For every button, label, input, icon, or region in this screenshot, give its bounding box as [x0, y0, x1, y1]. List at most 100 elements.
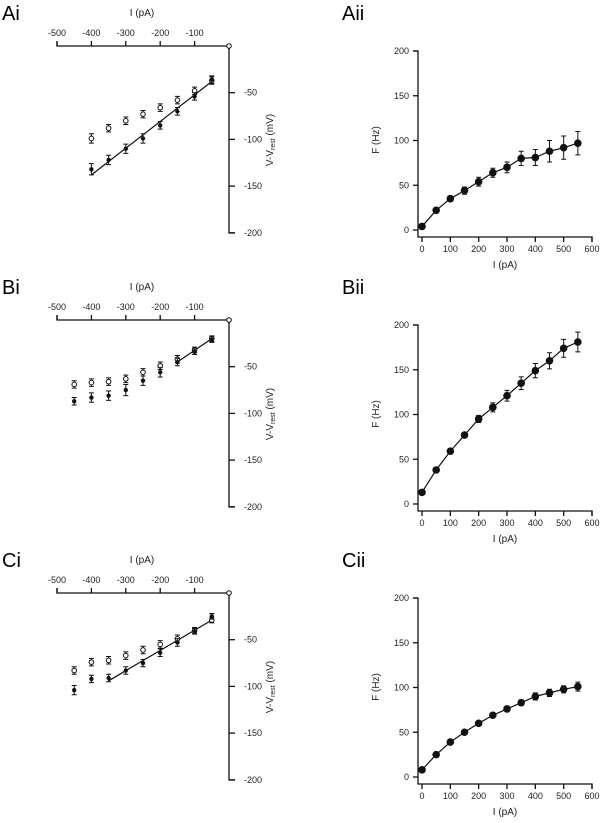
data-point-filled: [531, 153, 540, 162]
y-axis-label: F (Hz): [371, 126, 382, 154]
y-label-main: V-V: [265, 697, 276, 713]
x-tick-label: 100: [443, 791, 458, 801]
data-point-filled: [123, 146, 128, 151]
x-tick-label: -500: [48, 575, 66, 585]
y-tick-label: -200: [244, 228, 262, 238]
y-label-sub: rest: [270, 685, 277, 697]
y-tick-label: -100: [244, 681, 262, 691]
data-point-filled: [209, 77, 214, 82]
data-point-filled: [175, 640, 180, 645]
data-point-open: [123, 652, 129, 659]
x-tick-label: 500: [556, 518, 571, 528]
data-point-filled: [474, 719, 483, 728]
data-point-filled: [559, 685, 568, 694]
y-tick-label: 50: [399, 454, 409, 464]
y-tick-label: 150: [394, 365, 409, 375]
x-tick-label: 300: [499, 518, 514, 528]
data-point-filled: [192, 629, 197, 634]
data-point-filled: [175, 359, 180, 365]
x-tick-label: -500: [48, 302, 66, 312]
y-label-unit: (mV): [265, 114, 276, 138]
y-tick-label: 200: [394, 320, 409, 330]
data-point-open: [88, 379, 95, 386]
y-label-main: V-V: [265, 150, 276, 166]
y-tick-label: -150: [244, 455, 262, 465]
data-point-filled: [175, 109, 180, 114]
y-tick-label: 50: [399, 727, 409, 737]
data-point-filled: [460, 186, 469, 195]
data-point-filled: [106, 157, 111, 163]
x-tick-label: -500: [48, 28, 66, 38]
y-axis-label: V-Vrest (mV): [265, 114, 277, 166]
data-point-open: [88, 659, 95, 665]
x-tick-label: -100: [186, 28, 204, 38]
data-point-filled: [545, 147, 554, 156]
data-point-filled: [209, 337, 214, 342]
x-tick-label: -100: [186, 575, 204, 585]
data-point-filled: [503, 705, 511, 713]
y-tick-label: 0: [404, 772, 409, 782]
x-axis-label: I (pA): [130, 555, 154, 566]
y-tick-label: 150: [394, 638, 409, 648]
y-tick-label: 0: [404, 499, 409, 509]
x-tick-label: 400: [528, 518, 543, 528]
data-point-filled: [72, 687, 77, 693]
y-tick-label: 0: [404, 225, 409, 235]
x-tick-label: -200: [151, 302, 169, 312]
data-point-filled: [489, 403, 497, 412]
data-point-filled: [106, 675, 111, 681]
data-point-open: [105, 657, 112, 664]
x-axis-label: I (pA): [130, 8, 154, 19]
x-axis-label: I (pA): [493, 260, 517, 271]
data-point-filled: [517, 698, 525, 707]
data-point-filled: [418, 766, 426, 774]
data-point-open: [174, 97, 181, 103]
y-tick-label: -200: [244, 775, 262, 785]
y-tick-label: 100: [394, 136, 409, 146]
x-tick-label: -300: [117, 302, 135, 312]
data-point-open: [140, 369, 146, 376]
x-tick-label: 0: [419, 791, 424, 801]
x-tick-label: 600: [584, 244, 599, 254]
data-point-filled: [559, 143, 568, 152]
panel-label: Bii: [342, 277, 364, 299]
y-label-unit: (mV): [265, 661, 276, 685]
series-line: [421, 686, 578, 771]
series-line: [421, 142, 579, 227]
data-point-filled: [158, 650, 163, 655]
data-point-filled: [545, 357, 554, 365]
data-point-filled: [517, 379, 525, 387]
origin-marker: [226, 317, 232, 323]
x-tick-label: 100: [443, 244, 458, 254]
y-tick-label: -150: [244, 728, 262, 738]
data-point-filled: [192, 94, 197, 99]
y-axis-label: F (Hz): [371, 400, 382, 428]
data-point-filled: [140, 136, 146, 141]
data-point-filled: [446, 194, 455, 203]
chart-panel-Cii: Cii 0 100 200 300 400 500 600 0 50 100 150 200 I (pA)…: [342, 550, 600, 818]
y-tick-label: -100: [244, 408, 262, 418]
data-point-open: [71, 667, 77, 674]
axes: [56, 588, 235, 781]
data-point-filled: [460, 431, 469, 439]
y-tick-label: 100: [394, 683, 409, 693]
data-point-filled: [140, 378, 146, 383]
data-point-filled: [432, 466, 440, 474]
data-point-filled: [123, 668, 128, 673]
x-tick-label: 600: [584, 518, 599, 528]
data-point-filled: [503, 391, 511, 400]
y-tick-label: -50: [244, 362, 257, 372]
data-point-filled: [158, 370, 163, 375]
y-tick-label: 150: [394, 91, 409, 101]
data-point-open: [71, 381, 77, 388]
chart-panel-Aii: Aii 0 100 200 300 400 500 600 0 50 100 150 200 I (pA)…: [342, 3, 600, 271]
data-point-filled: [418, 488, 426, 497]
axes: [413, 324, 593, 516]
y-tick-label: 200: [394, 46, 409, 56]
x-tick-label: 300: [499, 791, 514, 801]
x-axis-label: I (pA): [493, 807, 517, 818]
data-point-filled: [531, 366, 540, 375]
y-label-sub: rest: [270, 138, 277, 150]
chart-panel-Bii: Bii 0 100 200 300 400 500 600 0 50 100 150 200 I (pA)…: [342, 277, 600, 545]
y-label-unit: (mV): [265, 388, 276, 412]
